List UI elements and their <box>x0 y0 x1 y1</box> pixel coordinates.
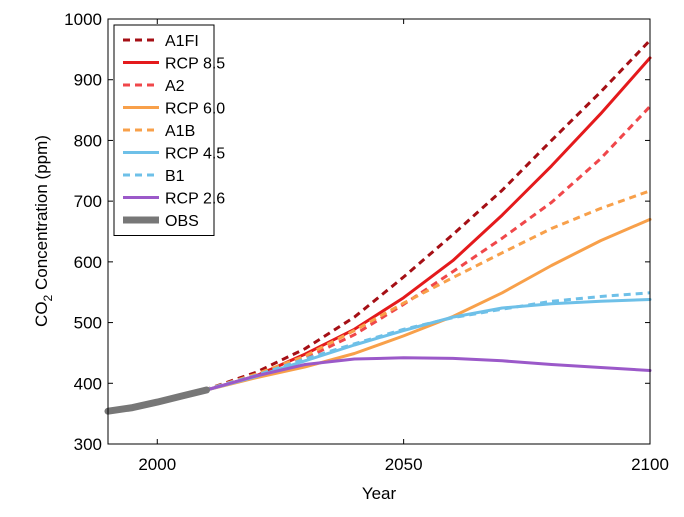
y-axis-title-suffix: Concentration (ppm) <box>32 135 51 295</box>
y-tick-label: 300 <box>74 435 102 454</box>
series-line-rcp-2-6 <box>155 356 652 404</box>
series-layer <box>104 39 652 415</box>
legend-label-rcp-2-6: RCP 2.6 <box>165 191 225 208</box>
legend-label-rcp-4-5: RCP 4.5 <box>165 146 225 163</box>
legend-label-b1: B1 <box>165 168 185 185</box>
legend: A1FI RCP 8.5 A2 RCP 6.0 A1B RCP 4.5 B1 RCP 2.6 O… <box>113 24 225 236</box>
plot-frame <box>107 18 651 445</box>
x-ticks: 2000 2050 2100 <box>138 19 669 474</box>
y-tick-label: 800 <box>74 131 102 150</box>
legend-label-rcp-8-5: RCP 8.5 <box>165 56 225 73</box>
legend-box <box>113 24 215 236</box>
legend-label-a2: A2 <box>165 78 185 95</box>
x-tick-label: 2000 <box>138 455 176 474</box>
y-tick-label: 500 <box>74 314 102 333</box>
legend-label-obs: OBS <box>165 213 199 230</box>
x-tick-label: 2100 <box>631 455 669 474</box>
x-axis-title: Year <box>362 484 397 503</box>
y-tick-label: 1000 <box>64 10 102 29</box>
legend-label-rcp-6-0: RCP 6.0 <box>165 101 225 118</box>
y-ticks: 300 400 500 600 700 800 900 1000 <box>64 10 650 454</box>
legend-label-a1fi: A1FI <box>165 33 199 50</box>
x-tick-label: 2050 <box>385 455 423 474</box>
y-tick-label: 900 <box>74 71 102 90</box>
series-line-obs <box>104 386 210 415</box>
y-tick-label: 600 <box>74 253 102 272</box>
y-axis-title-prefix: CO <box>32 301 51 327</box>
y-tick-label: 700 <box>74 192 102 211</box>
y-axis-title: CO2 Concentration (ppm) <box>32 135 55 327</box>
y-tick-label: 400 <box>74 374 102 393</box>
y-axis-title-subscript: 2 <box>41 294 55 301</box>
legend-label-a1b: A1B <box>165 123 195 140</box>
